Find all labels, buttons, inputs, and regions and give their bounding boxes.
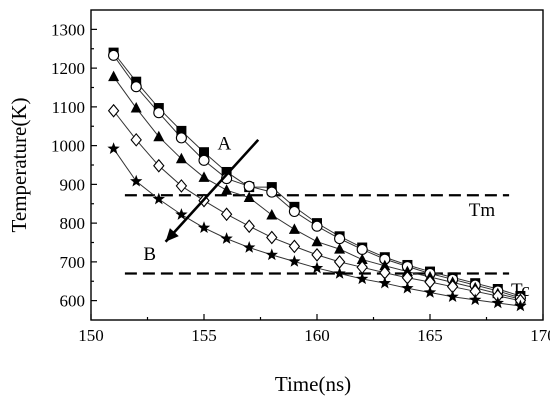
data-point-circle [266,186,278,198]
reference-lines [124,194,510,275]
y-tick-label: 900 [60,175,86,194]
y-tick-label: 1200 [51,59,85,78]
data-point-diamond [220,207,233,222]
data-point-star [175,208,188,220]
data-point-triangle [198,171,210,182]
data-series [107,47,527,312]
data-point-triangle [175,152,187,164]
data-point-star [288,254,301,267]
data-point-diamond [266,230,278,245]
data-point-star [469,293,482,306]
data-point-triangle [130,102,142,113]
data-point-circle [130,81,142,93]
data-point-diamond [153,158,165,173]
data-point-triangle [401,265,413,277]
data-point-circle [243,180,255,192]
data-point-star [265,248,278,261]
data-point-star [220,232,233,244]
data-point-diamond [311,248,323,262]
data-point-triangle [311,235,323,247]
data-point-circle [334,233,346,245]
data-point-star [130,174,143,187]
data-point-star [152,192,165,205]
data-point-diamond [333,255,346,269]
data-point-triangle [266,208,278,220]
annotation-b: B [143,244,156,265]
annotation-tc: Tc [511,280,530,301]
data-point-star [310,261,324,274]
data-point-star [107,142,120,154]
series-markers-diamond-open [107,103,527,308]
x-tick-label: 165 [417,326,443,345]
arrow-head [165,228,179,242]
data-point-star [423,285,437,298]
data-point-star [446,290,459,303]
data-point-star [243,241,256,253]
x-tick-label: 150 [78,326,104,345]
data-point-diamond [107,103,120,118]
data-point-star [401,281,414,294]
series-diamond-open [113,110,521,302]
x-tick-label: 155 [191,326,217,345]
data-point-circle [175,132,187,144]
y-tick-label: 1300 [51,20,85,39]
series-line [113,110,521,302]
data-point-star [333,267,346,279]
x-axis: 150 155 160 165 170 [78,314,550,345]
y-axis: 600 700 800 900 1000 1100 1200 1300 [51,20,97,311]
data-point-star [356,272,369,285]
data-point-diamond [175,179,188,193]
data-point-triangle [243,191,255,203]
data-point-circle [356,243,368,256]
data-point-star [491,296,504,309]
data-point-triangle [379,259,391,271]
series-markers-star-filled [107,142,527,312]
data-point-triangle [288,223,300,234]
data-point-circle [108,49,120,61]
data-point-circle [153,107,165,119]
data-point-diamond [243,219,255,234]
data-point-diamond [288,239,301,254]
data-point-triangle [221,184,233,195]
annotations: A B Tm Tc [143,134,529,301]
data-point-triangle [334,243,346,254]
data-point-triangle [153,130,165,142]
arrow-shaft [164,138,260,243]
y-axis-label: Temperature(K) [7,98,31,233]
data-point-circle [198,154,210,166]
data-point-triangle [356,253,368,265]
x-tick-label: 160 [304,326,330,345]
y-tick-label: 700 [60,253,86,272]
trend-arrow [164,138,260,243]
data-point-star [197,221,211,234]
data-point-triangle [108,70,120,82]
annotation-a: A [217,134,231,155]
annotation-tm: Tm [469,200,496,221]
data-point-circle [311,220,323,232]
y-tick-label: 800 [60,214,86,233]
data-point-star [378,276,391,289]
x-tick-label: 170 [530,326,550,345]
data-point-circle [288,205,300,218]
x-axis-label: Time(ns) [275,372,351,396]
y-tick-label: 1100 [52,98,85,117]
y-tick-label: 600 [60,292,86,311]
data-point-diamond [130,132,142,147]
data-point-star [514,299,527,312]
y-tick-label: 1000 [51,137,85,156]
